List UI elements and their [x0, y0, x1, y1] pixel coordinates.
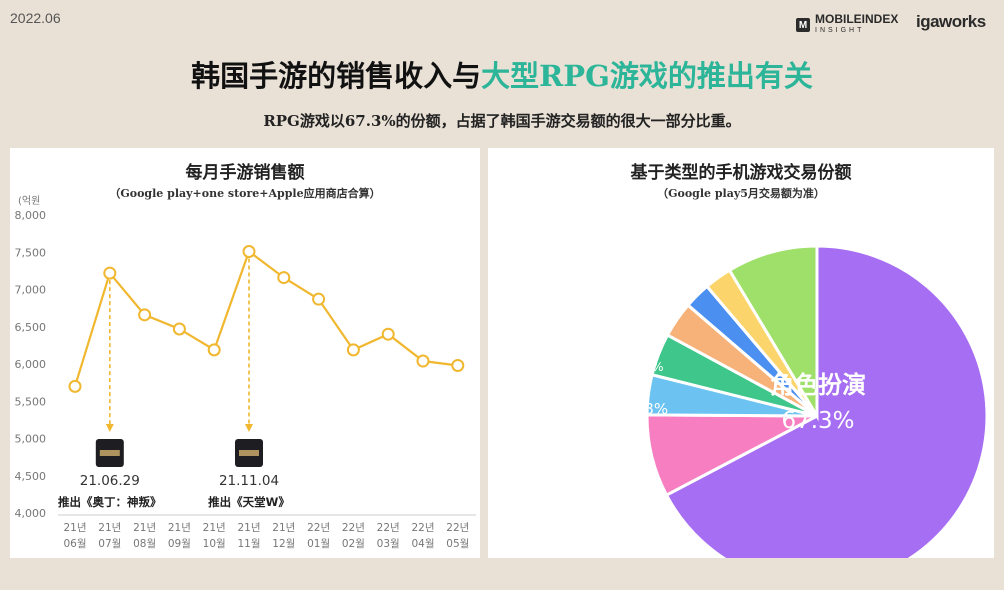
data-point [346, 343, 360, 357]
y-tick-label: 4,000 [15, 507, 47, 520]
annotation-date: 21.06.29 [80, 473, 140, 489]
x-tick-month-label: 12월 [272, 538, 295, 550]
y-tick-label: 4,500 [15, 470, 47, 483]
lineage-w-game-icon [235, 439, 263, 467]
pie-label-rpg-pct: 67.3% [781, 408, 854, 434]
y-tick-label: 8,000 [15, 209, 47, 222]
y-tick-label: 7,500 [15, 246, 47, 259]
y-tick-label: 7,000 [15, 284, 47, 297]
y-tick-label: 6,000 [15, 358, 47, 371]
x-tick-year-label: 22년 [342, 522, 365, 534]
y-axis-unit-label: (억원 [18, 195, 40, 207]
y-tick-label: 5,000 [15, 433, 47, 446]
x-tick-month-label: 07월 [98, 538, 121, 550]
igaworks-logo: igaworks [916, 12, 986, 31]
pie-label-adventure-name: 探险 [592, 357, 621, 374]
page-subtitle: RPG游戏以67.3%的份额，占据了韩国手游交易额的很大一部分比重。 [263, 112, 741, 130]
data-point [172, 322, 186, 336]
y-tick-label: 6,500 [15, 321, 47, 334]
x-tick-year-label: 22년 [446, 522, 469, 534]
x-tick-year-label: 21년 [133, 522, 156, 534]
annotation-label: 推出《天堂W》 [208, 495, 290, 509]
x-tick-month-label: 03월 [377, 538, 400, 550]
game-icon-emblem [99, 450, 120, 456]
report-date: 2022.06 [10, 10, 61, 26]
line-chart-title: 每月手游销售额 [185, 163, 305, 183]
line-chart-panel: 每月手游销售额 （Google play+one store+Apple应用商店… [10, 148, 480, 558]
pie-label-adventure-pct: 3.8% [633, 360, 664, 374]
annotation-date: 21.11.04 [219, 473, 279, 489]
x-tick-month-label: 02월 [342, 538, 365, 550]
x-tick-year-label: 21년 [272, 522, 295, 534]
data-point [103, 266, 117, 280]
brand-insight-text: INSIGHT [815, 27, 865, 34]
x-tick-year-label: 21년 [237, 522, 260, 534]
x-tick-month-label: 04월 [411, 538, 434, 550]
data-point [138, 308, 152, 322]
x-tick-year-label: 21년 [63, 522, 86, 534]
data-point [451, 358, 465, 372]
mobileindex-m-icon: M [796, 18, 810, 32]
series-line [73, 249, 458, 387]
annotation-arrow-head [105, 424, 114, 432]
x-tick-month-label: 11월 [237, 538, 260, 550]
data-point [312, 292, 326, 306]
data-point [381, 327, 395, 341]
pie-label-rpg-name: 角色扮演 [770, 371, 866, 399]
game-icon-emblem [239, 450, 259, 456]
pie-slice [727, 244, 819, 422]
page-title: 韩国手游的销售收入与大型RPG游戏的推出有关 [0, 53, 1004, 95]
y-tick-label: 5,500 [15, 395, 47, 408]
pie-chart-title: 基于类型的手机游戏交易份额 [630, 163, 852, 183]
x-tick-year-label: 21년 [168, 522, 191, 534]
data-point [277, 271, 291, 285]
mobileindex-logo: M MOBILEINDEX INSIGHT [796, 12, 899, 36]
line-chart-subtitle: （Google play+one store+Apple应用商店合算） [109, 187, 381, 200]
brand-mobileindex-text: MOBILEINDEX [815, 12, 899, 26]
pie-label-strategy-name: 战略 [583, 397, 620, 419]
x-tick-year-label: 22년 [411, 522, 434, 534]
annotation-arrow-head [245, 424, 253, 432]
x-tick-month-label: 05월 [446, 538, 469, 550]
pie-chart: 角色扮演 67.3% 战略 7.8% 探险 3.8% [583, 244, 989, 558]
title-part1: 韩国手游的销售收入与 [191, 59, 482, 93]
annotation-label: 推出《奥丁：神叛》 [58, 495, 162, 509]
x-tick-month-label: 06월 [63, 538, 86, 550]
x-tick-month-label: 08월 [133, 538, 156, 550]
pie-label-strategy-pct: 7.8% [630, 400, 668, 418]
pie-chart-subtitle: （Google play5月交易额为准） [657, 187, 825, 200]
pie-chart-panel: 基于类型的手机游戏交易份额 （Google play5月交易额为准） 角色扮演 6… [488, 148, 994, 558]
data-point [68, 379, 82, 393]
pie-slice [664, 244, 989, 558]
odin-game-icon [95, 439, 124, 467]
x-tick-year-label: 22년 [377, 522, 400, 534]
data-point [242, 245, 256, 259]
x-tick-year-label: 22년 [307, 522, 330, 534]
x-tick-month-label: 10월 [203, 538, 226, 550]
data-point [416, 354, 430, 368]
x-tick-month-label: 01월 [307, 538, 330, 550]
x-tick-month-label: 09월 [168, 538, 191, 550]
x-tick-year-label: 21년 [203, 522, 226, 534]
x-tick-year-label: 21년 [98, 522, 121, 534]
title-highlight: 大型RPG游戏的推出有关 [481, 59, 813, 93]
line-chart: (억원 4,000 4,500 5,000 5,500 6,000 6,500 7,000 7,… [15, 195, 476, 550]
data-point [207, 343, 221, 357]
